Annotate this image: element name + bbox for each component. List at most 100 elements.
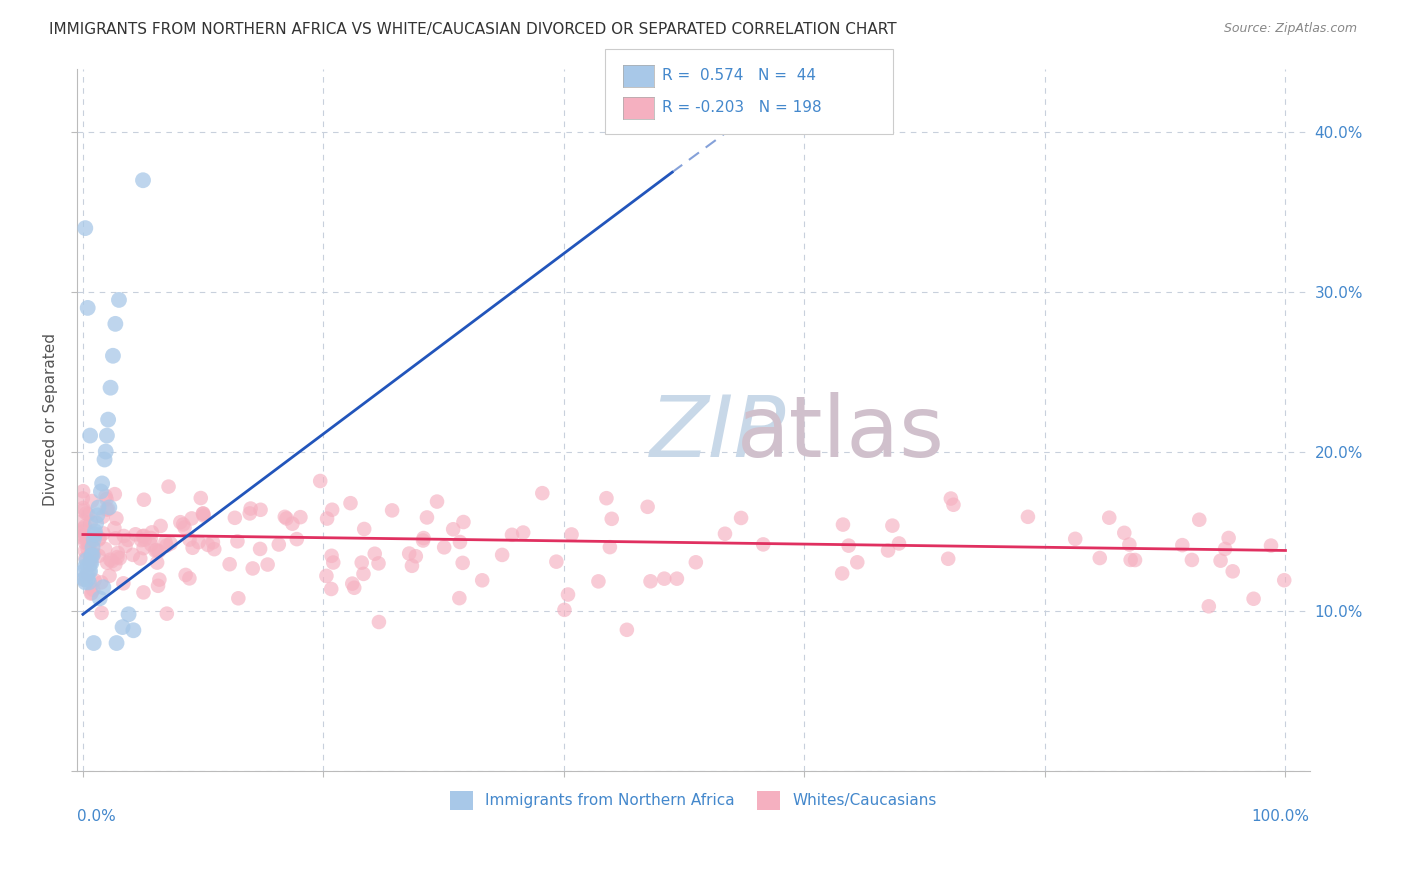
Point (84, 516, 107, 531)
Point (1260, 539, 1282, 553)
Point (80, 494, 103, 508)
Point (72, 528, 94, 542)
Point (96, 428, 118, 442)
Point (76, 301, 98, 315)
Text: atlas: atlas (737, 392, 945, 475)
Point (315, 569, 337, 583)
Point (343, 581, 366, 595)
Point (117, 607, 139, 622)
Point (685, 555, 707, 569)
Point (83, 547, 105, 561)
Point (77, 575, 100, 590)
Point (831, 566, 853, 581)
Point (75, 535, 97, 549)
Point (141, 525, 163, 540)
Point (121, 548, 143, 562)
Point (131, 533, 153, 548)
Point (256, 558, 278, 572)
Point (449, 591, 471, 606)
Point (936, 551, 959, 566)
Point (91, 509, 114, 524)
Point (368, 615, 391, 629)
Point (101, 349, 124, 363)
Point (75, 221, 97, 235)
Point (76, 566, 98, 581)
Text: Source: ZipAtlas.com: Source: ZipAtlas.com (1223, 22, 1357, 36)
Point (364, 547, 387, 561)
Point (97, 502, 120, 516)
Point (76, 569, 98, 583)
Point (72, 491, 94, 506)
Point (398, 547, 420, 561)
Point (242, 561, 264, 575)
Point (274, 509, 297, 524)
Point (752, 537, 775, 551)
Y-axis label: Divorced or Separated: Divorced or Separated (44, 333, 58, 506)
Point (201, 535, 224, 549)
Point (73, 564, 96, 578)
Point (96, 502, 118, 516)
Point (75, 559, 97, 574)
Point (98, 500, 121, 515)
Point (76, 553, 98, 567)
Point (838, 539, 860, 553)
Point (72, 484, 94, 499)
Point (83, 533, 105, 547)
Point (112, 529, 135, 543)
Point (72, 524, 94, 539)
Point (228, 591, 250, 606)
Point (122, 624, 145, 638)
Point (595, 491, 617, 506)
Point (72, 514, 94, 528)
Point (89, 591, 111, 606)
Point (101, 554, 124, 568)
Point (285, 532, 308, 546)
Point (1119, 553, 1142, 567)
Point (239, 501, 262, 516)
Point (155, 535, 177, 549)
Point (191, 507, 214, 521)
Point (132, 529, 155, 543)
Point (98, 552, 121, 566)
Point (730, 511, 752, 525)
Point (104, 487, 127, 501)
Point (1114, 525, 1136, 540)
Point (77, 564, 100, 578)
Point (90, 484, 112, 499)
Point (202, 542, 225, 557)
Point (405, 549, 427, 564)
Point (1272, 573, 1295, 587)
Point (72, 572, 94, 586)
Point (94, 489, 117, 503)
Point (76, 559, 98, 574)
Point (145, 543, 167, 558)
Point (75, 507, 97, 521)
Point (107, 546, 129, 560)
Point (276, 511, 298, 525)
Point (181, 541, 204, 555)
Point (76, 532, 98, 546)
Point (156, 607, 179, 621)
Point (342, 576, 364, 591)
Point (75, 575, 97, 590)
Point (412, 531, 434, 545)
Point (179, 533, 201, 547)
Point (104, 317, 127, 331)
Point (72, 531, 94, 545)
Point (239, 507, 262, 521)
Point (76, 572, 98, 586)
Point (1088, 551, 1111, 566)
Point (290, 510, 312, 524)
Point (426, 494, 449, 508)
Point (218, 558, 240, 572)
Point (193, 507, 215, 521)
Point (103, 521, 125, 535)
Point (180, 511, 202, 525)
Point (451, 556, 474, 570)
Point (87, 500, 110, 515)
Point (353, 522, 375, 536)
Point (83, 574, 105, 588)
Point (82, 582, 104, 597)
Point (652, 572, 675, 586)
Point (173, 520, 195, 534)
